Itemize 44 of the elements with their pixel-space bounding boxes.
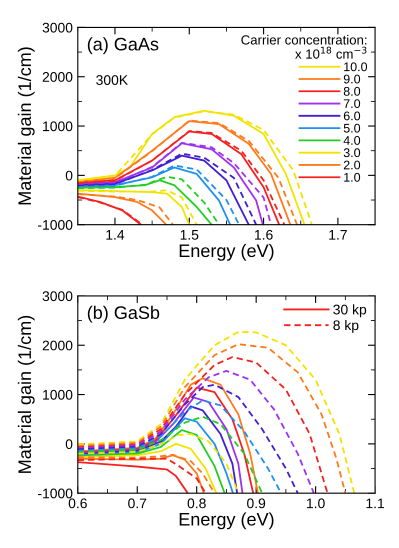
x-tick-label: 1.7 [329,230,347,240]
legend-label: 7.0 [344,99,360,108]
text: (a) GaAs [88,37,158,54]
legend-label: 4.0 [344,136,360,145]
x-tick-label: 1.6 [254,230,273,240]
legend-label: 30 kp [333,304,366,318]
line-series [78,384,299,494]
legend-label: 2.0 [344,160,360,170]
legend-label: 8 kp [333,320,358,333]
x-tick-label: 1.0 [307,498,325,508]
legend-label: 1.0 [344,172,360,182]
text: (b) GaSb [88,306,160,323]
y-tick-label: -1000 [38,488,72,498]
legend-label: 6.0 [344,111,360,120]
legend-label: 3.0 [344,148,360,158]
y-axis-title: Material gain (1/cm) [18,47,35,204]
x-tick-label: 0.9 [247,498,266,508]
x-tick-label: 1.5 [180,230,198,240]
x-tick-label: 0.8 [188,498,206,508]
x-tick-label: 0.6 [68,498,87,508]
x-tick-label: 0.7 [128,498,146,508]
y-tick-label: 3000 [42,291,72,302]
x-tick-label: 1.4 [106,230,124,240]
y-tick-label: 3000 [42,22,72,33]
y-tick-label: -1000 [38,220,72,230]
annotation: 300K [96,75,128,85]
legend-label: 8.0 [344,86,360,96]
y-tick-label: 0 [66,439,72,450]
y-tick-label: 2000 [42,340,72,350]
y-tick-label: 1000 [43,390,72,400]
line-series [78,400,282,494]
legend-label: 9.0 [344,74,360,84]
x-axis-title: Energy (eV) [180,244,274,261]
x-tick-label: 1.1 [366,498,384,508]
legend-title: Carrier concentration: x 10$^{18}$ cm$^{−3}$ [241,34,366,59]
legend-label: 10.0 [344,62,368,72]
y-tick-label: 2000 [42,72,72,82]
y-axis-title: Material gain (1/cm) [18,316,35,473]
x-axis-title: Energy (eV) [180,512,274,530]
y-tick-label: 0 [66,170,72,181]
line-series [78,417,234,494]
line-series [78,416,264,494]
y-tick-label: 1000 [43,121,72,132]
legend-label: 5.0 [344,124,360,133]
